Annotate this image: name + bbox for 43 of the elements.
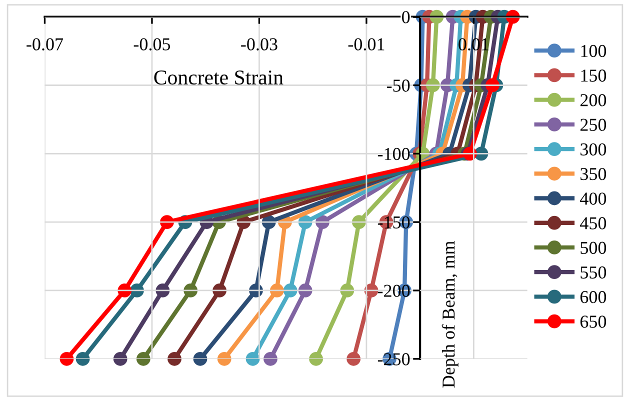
legend-label: 100 xyxy=(581,44,606,58)
y-tick-label: -250 xyxy=(378,353,410,366)
legend-label: 350 xyxy=(580,168,606,180)
x-tick-label: -0.05 xyxy=(134,38,170,50)
point xyxy=(60,352,74,366)
point xyxy=(283,284,298,298)
x-axis-title: Concrete Strain xyxy=(154,70,284,85)
point xyxy=(76,352,90,366)
legend-label: 550 xyxy=(580,266,606,279)
y-axis-title: Depth of Beam, mm xyxy=(442,241,458,388)
point xyxy=(264,352,278,366)
x-tick-label: -0.01 xyxy=(348,38,384,50)
legend-label: 250 xyxy=(580,118,606,131)
legend-label: 650 xyxy=(580,316,606,328)
point xyxy=(136,352,150,366)
point xyxy=(156,284,170,298)
point xyxy=(193,352,208,366)
legend-label: 600 xyxy=(580,291,606,304)
y-tick-label: -150 xyxy=(378,216,410,229)
point xyxy=(298,284,312,298)
legend-label: 200 xyxy=(580,94,606,106)
legend-label: 400 xyxy=(580,192,606,205)
legend-label: 500 xyxy=(580,242,606,254)
point xyxy=(212,284,226,298)
legend-label: 300 xyxy=(580,143,606,156)
legend-label: 450 xyxy=(580,217,606,230)
point xyxy=(184,284,198,298)
point xyxy=(113,352,128,366)
point xyxy=(346,352,361,366)
point xyxy=(118,284,132,298)
point xyxy=(168,352,182,366)
point xyxy=(309,352,323,366)
y-tick-label: -50 xyxy=(386,80,410,92)
x-tick-label: -0.07 xyxy=(26,38,64,50)
y-tick-label: -100 xyxy=(378,148,410,160)
point xyxy=(246,352,260,366)
y-tick-label: 0 xyxy=(402,11,410,24)
y-tick-label: -200 xyxy=(378,284,410,297)
point xyxy=(340,284,354,298)
point xyxy=(217,352,232,366)
x-tick-label: -0.03 xyxy=(241,38,278,50)
legend-label: 150 xyxy=(581,70,606,82)
point xyxy=(270,284,284,298)
